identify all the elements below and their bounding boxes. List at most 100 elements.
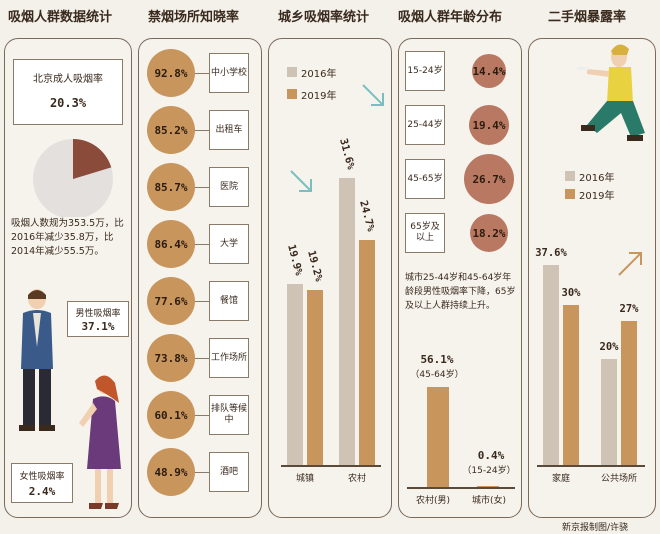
credit-text: 新京报制图/许骁 — [562, 523, 629, 533]
adult-rate-box: 北京成人吸烟率 20.3% — [13, 59, 123, 125]
awareness-place-label: 医院 — [209, 167, 249, 207]
trend-arrow-icon — [362, 84, 384, 106]
secondhand-chart: 37.6% 30% 家庭 20% 27% 公共场所 — [529, 39, 657, 519]
category-label: 农村 — [347, 474, 366, 484]
chart-baseline — [537, 465, 645, 467]
chart-baseline — [281, 465, 381, 467]
category-label: 公共场所 — [600, 474, 637, 484]
bar-value-label: 56.1% — [420, 353, 454, 366]
awareness-connector — [195, 472, 209, 473]
bar — [563, 305, 579, 465]
awareness-connector — [195, 73, 209, 74]
adult-rate-pie — [33, 139, 113, 219]
awareness-place-label: 餐馆 — [209, 281, 249, 321]
panel-urban-rural: 2016年 2019年 19.9% 19.2% 城镇 31.6% 24.7% 农村 — [268, 38, 392, 518]
adult-rate-value: 20.3% — [49, 96, 87, 110]
awareness-connector — [195, 244, 209, 245]
bar-sub-label: （45-64岁） — [410, 370, 464, 380]
age-rate-circle: 19.4% — [469, 105, 509, 145]
bar-value-label: 27% — [619, 303, 639, 316]
chart-baseline — [407, 487, 515, 489]
legend-swatch-2016 — [287, 67, 297, 77]
awareness-place-label: 大学 — [209, 224, 249, 264]
panel-smoking-stats: 北京成人吸烟率 20.3% 吸烟人数规为353.5万，比2016年减少35.8万… — [4, 38, 132, 518]
adult-rate-label: 北京成人吸烟率 — [33, 74, 103, 85]
sitting-man-smoking-icon — [577, 44, 645, 141]
pie-slice-smokers — [73, 139, 112, 179]
awareness-value-circle: 77.6% — [147, 277, 195, 325]
male-rate-box: 男性吸烟率 37.1% — [67, 301, 129, 337]
awareness-value-circle: 85.2% — [147, 106, 195, 154]
panel-title-secondhand: 二手烟暴露率 — [548, 10, 627, 25]
awareness-connector — [195, 415, 209, 416]
urban-rural-chart: 19.9% 19.2% 城镇 31.6% 24.7% 农村 — [269, 39, 393, 519]
legend-swatch-2019 — [287, 89, 297, 99]
man-figure-icon — [19, 289, 55, 431]
age-rate-circle: 14.4% — [472, 54, 506, 88]
male-rate-value: 37.1% — [81, 320, 115, 333]
male-rate-label: 男性吸烟率 — [75, 309, 121, 319]
bar-sub-label: （15-24岁） — [462, 466, 516, 476]
bar — [477, 485, 499, 487]
panel-title-age-distribution: 吸烟人群年龄分布 — [398, 10, 503, 25]
age-note: 城市25-44岁和45-64岁年龄段男性吸烟率下降，65岁及以上人群持续上升。 — [405, 273, 516, 311]
awareness-place-label: 酒吧 — [209, 452, 249, 492]
awareness-value-circle: 73.8% — [147, 334, 195, 382]
age-group-label: 25-44岁 — [405, 105, 445, 145]
female-rate-box: 女性吸烟率 2.4% — [11, 463, 73, 503]
bar-value-label: 30% — [561, 287, 581, 300]
awareness-place-label: 排队等候中 — [209, 395, 249, 435]
awareness-place-label: 出租车 — [209, 110, 249, 150]
legend2-label-2019: 2019年 — [579, 191, 615, 202]
bar — [543, 264, 559, 465]
awareness-connector — [195, 301, 209, 302]
bar — [307, 290, 323, 465]
category-label: 城市(女) — [471, 496, 507, 506]
age-rate-circle: 26.7% — [464, 154, 514, 204]
awareness-value-circle: 92.8% — [147, 49, 195, 97]
age-group-label: 45-65岁 — [405, 159, 445, 199]
awareness-connector — [195, 358, 209, 359]
awareness-value-circle: 86.4% — [147, 220, 195, 268]
panel-title-smoking-stats: 吸烟人群数据统计 — [8, 10, 113, 25]
panel-nosmoking-awareness: 92.8% 中小学校 85.2% 出租车 85.7% 医院 86.4% 大学 77.6% 餐馆 73… — [138, 38, 262, 518]
bar-value-label: 19.2% — [305, 249, 325, 284]
awareness-connector — [195, 130, 209, 131]
awareness-value-circle: 48.9% — [147, 448, 195, 496]
age-rate-circle: 18.2% — [470, 214, 508, 252]
bar — [339, 177, 355, 465]
awareness-value-circle: 60.1% — [147, 391, 195, 439]
panel-title-nosmoking-awareness: 禁烟场所知晓率 — [148, 10, 240, 25]
adult-rate-note: 吸烟人数规为353.5万，比2016年减少35.8万，比2014年减少55.5万… — [11, 217, 127, 259]
age-rows: 15-24岁 14.4% 25-44岁 19.4% 45-65岁 26.7% 65岁及以上 1… — [399, 39, 523, 269]
awareness-connector — [195, 187, 209, 188]
age-group-label: 65岁及以上 — [405, 213, 445, 253]
bar — [621, 321, 637, 465]
age-bar-chart: 56.1% （45-64岁） 0.4% （15-24岁） 农村(男) 城市(女) — [399, 39, 523, 519]
bar-value-label: 0.4% — [477, 449, 505, 462]
trend-arrow-icon-2 — [290, 170, 312, 192]
bar — [287, 284, 303, 465]
bar-value-label: 31.6% — [337, 136, 357, 171]
legend2-swatch-2016 — [565, 171, 575, 181]
bar — [359, 240, 375, 465]
bar-value-label: 19.9% — [285, 243, 305, 277]
awareness-value-circle: 85.7% — [147, 163, 195, 211]
panel-age-distribution: 15-24岁 14.4% 25-44岁 19.4% 45-65岁 26.7% 65岁及以上 1… — [398, 38, 522, 518]
bar — [601, 358, 617, 465]
panel-secondhand: 2016年 2019年 37.6% 30% 家庭 20% 27% 公共场所 — [528, 38, 656, 518]
awareness-place-label: 中小学校 — [209, 53, 249, 93]
category-label: 家庭 — [551, 474, 570, 484]
up-arrow-icon — [618, 252, 642, 276]
category-label: 城镇 — [295, 474, 314, 484]
bar — [427, 387, 449, 487]
female-rate-value: 2.4% — [28, 485, 56, 498]
age-group-label: 15-24岁 — [405, 51, 445, 91]
legend-label-2016: 2016年 — [301, 69, 337, 80]
bar-value-label: 37.6% — [535, 246, 567, 259]
panel-title-urban-rural: 城乡吸烟率统计 — [278, 10, 370, 25]
legend2-swatch-2019 — [565, 189, 575, 199]
bar-value-label: 24.7% — [357, 199, 377, 234]
bar-value-label: 20% — [599, 340, 619, 353]
awareness-place-label: 工作场所 — [209, 338, 249, 378]
